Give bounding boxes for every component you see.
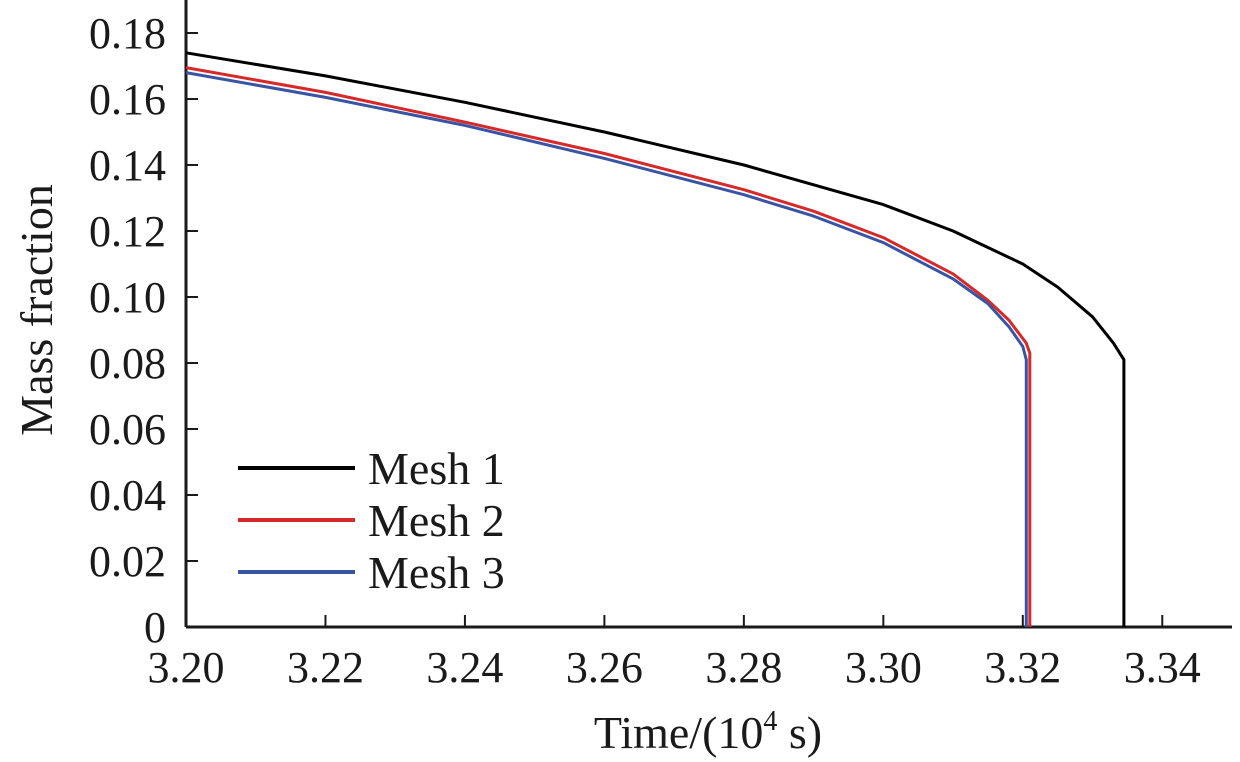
x-tick-label: 3.30: [845, 643, 922, 692]
y-ticks: 0 0.02 0.04 0.06 0.08 0.10 0.12 0.14 0.16 0.18: [89, 9, 198, 652]
x-tick-label: 3.26: [566, 643, 643, 692]
y-tick-label: 0.10: [89, 273, 166, 322]
y-tick-label: 0.02: [89, 537, 166, 586]
y-tick-label: 0.12: [89, 207, 166, 256]
series-group: [185, 51, 1126, 627]
x-axis-label-main: Time/(10: [594, 707, 764, 758]
legend-label-3: Mesh 3: [368, 547, 505, 598]
x-tick-label: 3.24: [426, 643, 503, 692]
y-tick-label: 0.14: [89, 141, 166, 190]
legend-label-1: Mesh 1: [368, 443, 505, 494]
y-tick-label: 0.16: [89, 75, 166, 124]
axes: 3.20 3.22 3.24 3.26 3.28 3.30 3.32 3.34 0 0.02 0.…: [89, 0, 1232, 692]
y-tick-label: 0: [144, 603, 166, 652]
x-tick-label: 3.28: [705, 643, 782, 692]
x-tick-label: 3.20: [148, 643, 225, 692]
series-line-1: [185, 51, 1126, 627]
legend-label-2: Mesh 2: [368, 495, 505, 546]
x-tick-label: 3.22: [287, 643, 364, 692]
y-tick-label: 0.04: [89, 471, 166, 520]
y-tick-label: 0.06: [89, 405, 166, 454]
x-axis-label-tail: s): [777, 707, 822, 758]
y-axis-label: Mass fraction: [11, 184, 62, 436]
x-axis-label-superscript: 4: [763, 706, 777, 737]
y-tick-label: 0.08: [89, 339, 166, 388]
x-tick-label: 3.32: [984, 643, 1061, 692]
x-tick-label: 3.34: [1124, 643, 1201, 692]
y-tick-label: 0.18: [89, 9, 166, 58]
series-line-3: [185, 71, 1028, 627]
x-ticks: 3.20 3.22 3.24 3.26 3.28 3.30 3.32 3.34: [148, 615, 1201, 692]
x-axis-label: Time/(104 s): [594, 706, 822, 758]
series-line-2: [185, 66, 1032, 627]
